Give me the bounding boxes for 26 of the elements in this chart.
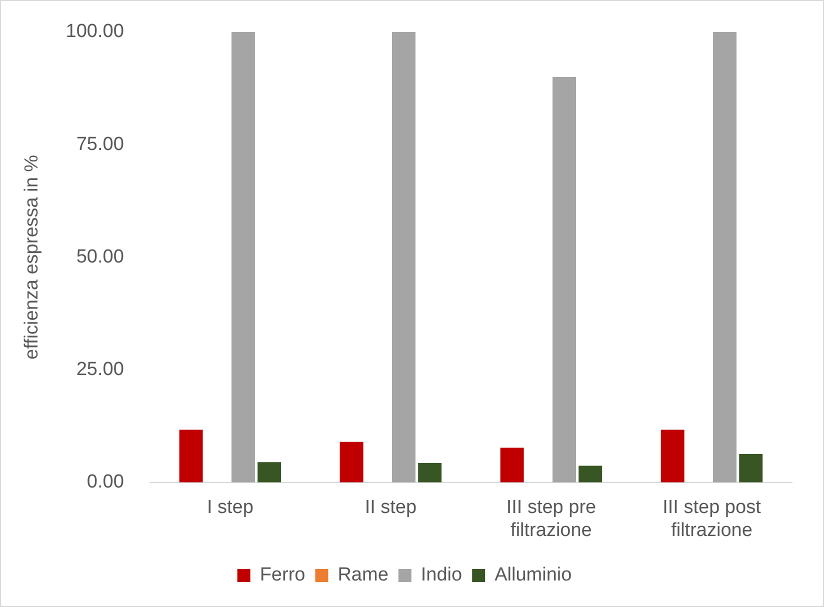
y-tick-label: 100.00 bbox=[66, 21, 124, 42]
x-tick-label: III step post filtrazione bbox=[662, 497, 762, 541]
bar bbox=[179, 430, 203, 482]
bar bbox=[258, 462, 282, 482]
legend-label: Alluminio bbox=[494, 564, 572, 586]
bar bbox=[231, 32, 255, 482]
legend-label: Ferro bbox=[260, 564, 306, 586]
x-tick-label: I step bbox=[206, 497, 254, 518]
bar bbox=[392, 32, 416, 482]
legend-label: Indio bbox=[420, 564, 462, 586]
y-tick-label: 25.00 bbox=[76, 359, 124, 380]
bar bbox=[739, 454, 763, 482]
y-tick-label: 0.00 bbox=[86, 472, 124, 493]
bar bbox=[500, 448, 524, 482]
y-axis-title: efficienza espressa in % bbox=[22, 154, 43, 360]
x-tick-label: III step pre filtrazione bbox=[506, 497, 596, 541]
bar bbox=[418, 463, 442, 482]
bar bbox=[713, 32, 737, 482]
y-tick-label: 75.00 bbox=[76, 134, 124, 155]
bar bbox=[660, 430, 684, 482]
legend-label: Rame bbox=[338, 564, 388, 586]
bar bbox=[340, 442, 364, 482]
bar bbox=[552, 77, 576, 482]
bar bbox=[578, 466, 602, 482]
x-tick-label: II step bbox=[364, 497, 417, 518]
y-tick-label: 50.00 bbox=[76, 246, 124, 268]
